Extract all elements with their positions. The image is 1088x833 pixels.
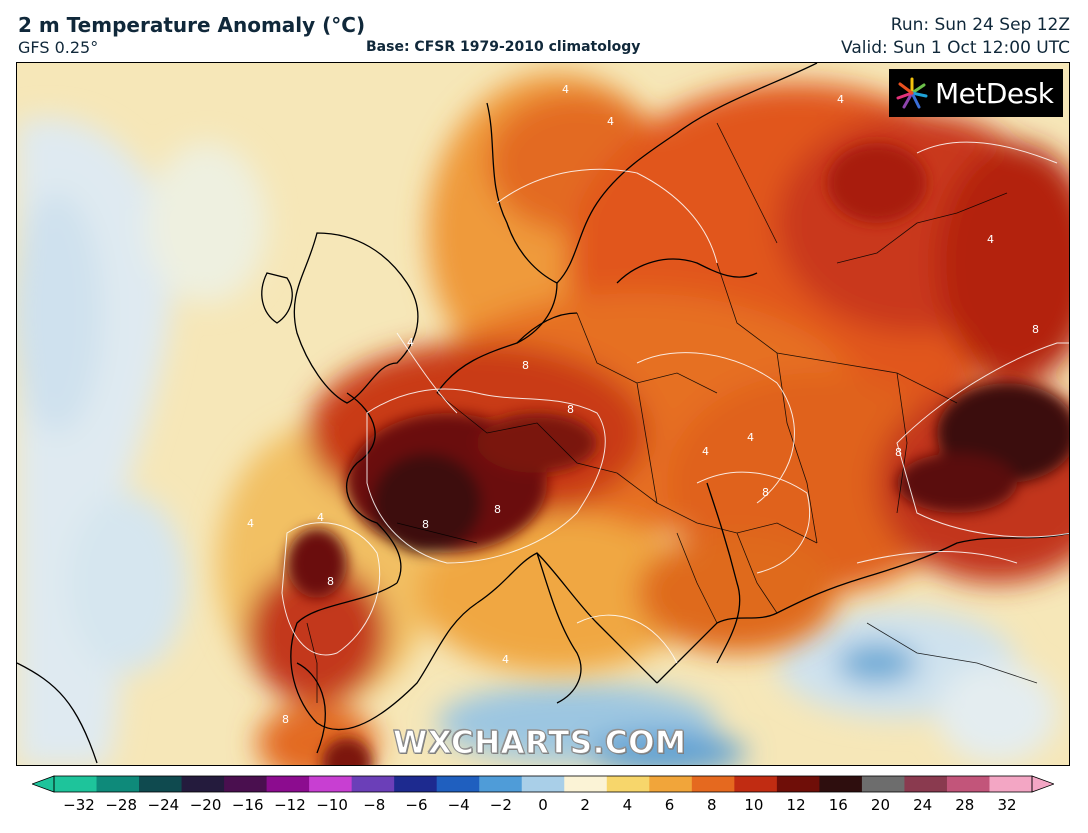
contour-label: 4 <box>702 445 709 458</box>
country-borders <box>306 122 1038 703</box>
colorbar-tick-label: −28 <box>105 796 137 814</box>
contour-label: 4 <box>607 115 614 128</box>
contour-label: 8 <box>327 575 334 588</box>
colorbar-tick-label: 32 <box>997 796 1017 814</box>
contour-label: 8 <box>567 403 574 416</box>
colorbar-segment <box>989 776 1033 792</box>
colorbar-tick-label: 8 <box>706 796 717 814</box>
anomaly-field-cool <box>17 117 1057 765</box>
colorbar-ticks: −32 −28 −24 −20 −16 −12 −10 −8 −6 −4 −2 0 2 4 6 8 10 12 16… <box>0 796 1088 820</box>
contour-label: 4 <box>502 653 509 666</box>
colorbar-tick-label: −2 <box>489 796 512 814</box>
colorbar-segment <box>139 776 183 792</box>
contour-label: 8 <box>282 713 289 726</box>
contour-label: 8 <box>1032 323 1039 336</box>
contour-label: 4 <box>247 517 254 530</box>
colorbar-tick-label: 28 <box>955 796 975 814</box>
contour-label: 8 <box>522 359 529 372</box>
coastlines <box>17 63 1069 764</box>
anomaly-field-hot <box>287 143 1069 765</box>
colorbar-segment <box>224 776 268 792</box>
contour-label: 8 <box>895 446 902 459</box>
colorbar-tick-label: 20 <box>870 796 890 814</box>
colorbar-segment <box>394 776 438 792</box>
contour-labels: 4 4 4 8 8 8 4 4 8 8 4 8 4 8 4 8 4 4 8 <box>247 83 1039 726</box>
valid-label: Valid: Sun 1 Oct 12:00 UTC <box>841 38 1070 58</box>
colorbar-tick-label: 16 <box>828 796 848 814</box>
metdesk-logo-text: MetDesk <box>935 76 1054 110</box>
colorbar-tick-label: −20 <box>189 796 222 814</box>
colorbar-segment <box>479 776 523 792</box>
colorbar-segment <box>819 776 863 792</box>
colorbar-segment <box>521 776 565 792</box>
colorbar-tick-label: −10 <box>316 796 348 814</box>
anomaly-contours <box>281 141 1069 664</box>
colorbar-segment <box>861 776 905 792</box>
colorbar-tick-label: 2 <box>580 796 590 814</box>
colorbar-tick-label: −12 <box>274 796 306 814</box>
colorbar-segment <box>946 776 990 792</box>
colorbar-tick-label: −8 <box>363 796 386 814</box>
chart-title: 2 m Temperature Anomaly (°C) <box>18 13 366 37</box>
model-label: GFS 0.25° <box>18 38 99 57</box>
run-label: Run: Sun 24 Sep 12Z <box>890 15 1070 35</box>
colorbar-segment <box>181 776 225 792</box>
metdesk-logo: MetDesk <box>889 69 1063 117</box>
contour-label: 4 <box>317 511 324 524</box>
colorbar-tick-label: 0 <box>538 796 548 814</box>
contour-label: 4 <box>747 431 754 444</box>
colorbar-segment <box>54 776 98 792</box>
colorbar <box>32 775 1054 793</box>
map-canvas: 4 4 4 8 8 8 4 4 8 8 4 8 4 8 4 8 4 4 8 <box>17 63 1069 765</box>
colorbar-segment <box>904 776 948 792</box>
contour-label: 8 <box>494 503 501 516</box>
temperature-anomaly-map: 4 4 4 8 8 8 4 4 8 8 4 8 4 8 4 8 4 4 8 <box>16 62 1070 766</box>
contour-label: 4 <box>407 336 414 349</box>
wxcharts-watermark: WXCHARTS.COM <box>392 725 687 762</box>
colorbar-tick-label: 10 <box>744 796 764 814</box>
colorbar-tick-label: 4 <box>622 796 633 814</box>
colorbar-segment <box>776 776 820 792</box>
colorbar-segment <box>734 776 778 792</box>
colorbar-segment <box>691 776 735 792</box>
colorbar-segment <box>564 776 608 792</box>
colorbar-tick-label: −4 <box>447 796 470 814</box>
colorbar-tick-label: 12 <box>786 796 806 814</box>
colorbar-segment <box>309 776 353 792</box>
colorbar-tick-label: −32 <box>63 796 95 814</box>
contour-label: 8 <box>422 518 429 531</box>
colorbar-tick-label: −24 <box>147 796 180 814</box>
colorbar-tick-label: −16 <box>231 796 264 814</box>
contour-label: 8 <box>762 486 769 499</box>
colorbar-segment <box>649 776 693 792</box>
colorbar-tick-label: 6 <box>664 796 675 814</box>
base-climatology-label: Base: CFSR 1979-2010 climatology <box>366 39 641 55</box>
colorbar-tick-label: 24 <box>913 796 933 814</box>
colorbar-segment <box>266 776 310 792</box>
colorbar-right-arrow <box>1031 775 1054 793</box>
colorbar-tick-label: −6 <box>405 796 428 814</box>
colorbar-segment <box>351 776 395 792</box>
contour-label: 4 <box>987 233 994 246</box>
colorbar-left-arrow <box>32 775 55 793</box>
colorbar-segment <box>96 776 140 792</box>
contour-label: 4 <box>562 83 569 96</box>
colorbar-segment <box>436 776 480 792</box>
metdesk-logo-icon <box>896 77 928 109</box>
colorbar-outline <box>53 775 1033 793</box>
colorbar-segment <box>606 776 650 792</box>
contour-label: 4 <box>837 93 844 106</box>
